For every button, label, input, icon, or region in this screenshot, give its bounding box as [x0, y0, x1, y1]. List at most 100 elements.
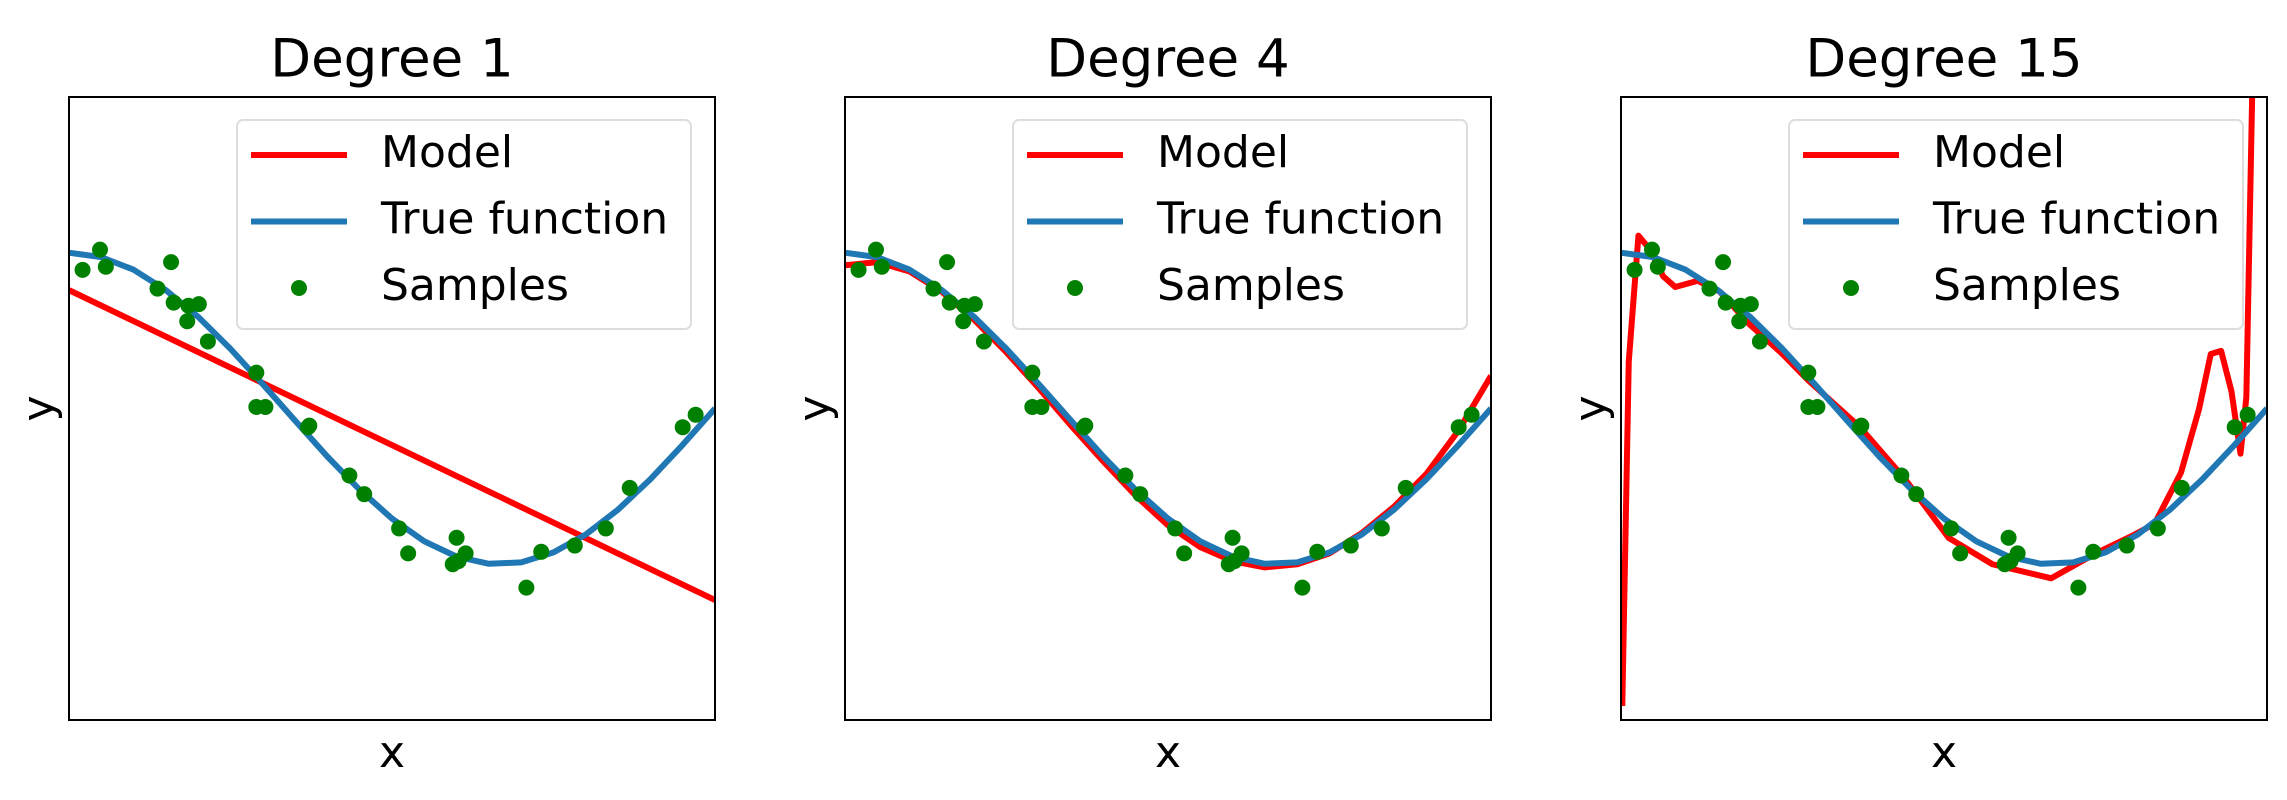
sample-point: [1731, 313, 1748, 330]
sample-point: [2149, 520, 2166, 537]
sample-point: [1450, 419, 1467, 436]
x-axis-label: x: [379, 727, 405, 778]
plot-area: [69, 241, 715, 603]
sample-point: [1033, 398, 1050, 415]
axes-frame: [1620, 96, 2268, 721]
legend-label: Model: [1157, 127, 1289, 178]
sample-point: [2000, 529, 2017, 546]
sample-point: [955, 313, 972, 330]
sample-point: [533, 543, 550, 560]
sample-point: [1309, 543, 1326, 560]
sample-point: [448, 529, 465, 546]
sample-point: [1373, 520, 1390, 537]
sample-point: [621, 479, 638, 496]
sample-point: [341, 467, 358, 484]
legend-label: Samples: [1933, 260, 2121, 311]
legend-label: Samples: [381, 260, 569, 311]
sample-point: [1715, 254, 1732, 271]
chart-title: Degree 1: [270, 29, 513, 90]
sample-point: [518, 579, 535, 596]
sample-point: [391, 520, 408, 537]
legend-box: [1012, 119, 1468, 330]
sample-point: [1117, 467, 1134, 484]
y-axis-label: y: [789, 395, 840, 421]
legend-marker: [1067, 280, 1083, 296]
plot-area: [1621, 97, 2267, 707]
x-axis-label: x: [1155, 727, 1181, 778]
sample-point: [1463, 406, 1480, 423]
sample-point: [149, 280, 166, 297]
sample-point: [566, 537, 583, 554]
sample-point: [1342, 537, 1359, 554]
sample-point: [179, 313, 196, 330]
sample-point: [966, 296, 983, 313]
sample-point: [1751, 333, 1768, 350]
sample-point: [2226, 419, 2243, 436]
sample-point: [457, 545, 474, 562]
sample-point: [2118, 537, 2135, 554]
sample-point: [2070, 579, 2087, 596]
sample-point: [356, 486, 373, 503]
sample-point: [400, 545, 417, 562]
legend-label: Model: [381, 127, 513, 178]
sample-point: [597, 520, 614, 537]
sample-point: [1701, 280, 1718, 297]
legend-box: [236, 119, 692, 330]
sample-point: [850, 261, 867, 278]
sample-point: [2009, 545, 2026, 562]
sample-point: [2239, 406, 2256, 423]
sample-point: [74, 261, 91, 278]
sample-point: [1294, 579, 1311, 596]
sample-point: [92, 241, 109, 258]
axes-frame: [844, 96, 1492, 721]
legend: Model True function Samples: [1788, 119, 2244, 330]
sample-point: [165, 294, 182, 311]
legend-label: True function: [1156, 194, 1444, 245]
curve: [1621, 97, 2256, 707]
sample-point: [868, 241, 885, 258]
sample-point: [248, 364, 265, 381]
sample-point: [257, 398, 274, 415]
sample-point: [97, 258, 114, 275]
curve: [69, 287, 715, 603]
sample-point: [1908, 486, 1925, 503]
sample-point: [1943, 520, 1960, 537]
chart-title: Degree 15: [1805, 29, 2082, 90]
sample-point: [1233, 545, 1250, 562]
sample-point: [1742, 296, 1759, 313]
sample-point: [1649, 258, 1666, 275]
sample-point: [1644, 241, 1661, 258]
sample-point: [1176, 545, 1193, 562]
sample-point: [674, 419, 691, 436]
sample-point: [1626, 261, 1643, 278]
sample-point: [163, 254, 180, 271]
y-axis-label: y: [1565, 395, 1616, 421]
axes-frame: [68, 96, 716, 721]
chart-title: Degree 4: [1046, 29, 1289, 90]
sample-point: [1224, 529, 1241, 546]
legend-label: True function: [380, 194, 668, 245]
legend: Model True function Samples: [236, 119, 692, 330]
sample-point: [1893, 467, 1910, 484]
sample-point: [301, 417, 318, 434]
sample-point: [1077, 417, 1094, 434]
sample-point: [1853, 417, 1870, 434]
sample-point: [975, 333, 992, 350]
sample-point: [941, 294, 958, 311]
legend-label: Samples: [1157, 260, 1345, 311]
x-axis-label: x: [1931, 727, 1957, 778]
plot-area: [845, 241, 1491, 596]
legend-marker: [1843, 280, 1859, 296]
legend-box: [1788, 119, 2244, 330]
sample-point: [1397, 479, 1414, 496]
sample-point: [199, 333, 216, 350]
legend-label: Model: [1933, 127, 2065, 178]
sample-point: [1809, 398, 1826, 415]
sample-point: [1132, 486, 1149, 503]
sample-point: [939, 254, 956, 271]
sample-point: [687, 406, 704, 423]
sample-point: [1024, 364, 1041, 381]
sample-point: [925, 280, 942, 297]
sample-point: [2173, 479, 2190, 496]
